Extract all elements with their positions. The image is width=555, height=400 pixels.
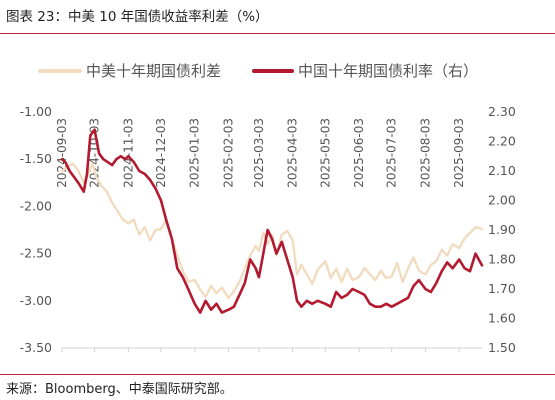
y-right-tick-label-0: 2.30 (488, 104, 516, 119)
y-right-tick-label-3: 2.00 (488, 193, 516, 208)
chart-axes: -1.00 -1.50 -2.00 -2.50 -3.00 -3.50 2.30 2.20 2.… (20, 104, 516, 355)
x-tick-label-9: 2025-06-03 (352, 118, 366, 188)
y-left-tick-label-5: -3.50 (20, 340, 52, 355)
x-tick-label-4: 2025-01-03 (188, 118, 202, 188)
y-left-tick-label-2: -2.00 (20, 198, 52, 213)
series-layer (60, 128, 484, 314)
y-right-tick-label-5: 1.80 (488, 252, 516, 267)
y-right-tick-label-1: 2.20 (488, 134, 516, 149)
title-divider (0, 33, 555, 34)
y-left-tick-label-0: -1.00 (20, 104, 52, 119)
x-tick-label-3: 2024-12-03 (154, 118, 168, 188)
footer-divider (0, 374, 555, 375)
y-right-tick-label-8: 1.50 (488, 340, 516, 355)
x-tick-label-7: 2025-04-03 (286, 118, 300, 188)
x-tick-label-0: 2024-09-03 (55, 118, 69, 188)
dual-axis-line-chart: 中美十年期国债利差 中国十年期国债利率（右） -1.00 -1.50 -2.00 -2… (20, 62, 516, 355)
x-tick-label-10: 2025-07-03 (385, 118, 399, 188)
y-left-tick-label-4: -3.00 (20, 293, 52, 308)
chart-legend: 中美十年期国债利差 中国十年期国债利率（右） (38, 62, 478, 80)
series-line-china-yield (60, 128, 484, 314)
y-right-tick-label-7: 1.60 (488, 311, 516, 326)
source-note: 来源：Bloomberg、中泰国际研究部。 (6, 382, 233, 397)
y-right-tick-label-6: 1.70 (488, 281, 516, 296)
legend-label-spread: 中美十年期国债利差 (86, 62, 221, 80)
y-right-tick-label-2: 2.10 (488, 163, 516, 178)
chart-title: 图表 23：中美 10 年国债收益率利差（%） (6, 9, 269, 25)
x-tick-label-5: 2025-02-03 (221, 118, 235, 188)
y-right-tick-label-4: 1.90 (488, 222, 516, 237)
x-tick-label-11: 2025-08-03 (418, 118, 432, 188)
x-tick-label-2: 2024-11-03 (121, 118, 135, 188)
series-line-spread (60, 162, 484, 300)
x-tick-label-12: 2025-09-03 (452, 118, 466, 188)
x-tick-label-6: 2025-03-03 (252, 118, 266, 188)
y-left-tick-label-3: -2.50 (20, 246, 52, 261)
legend-label-china-yield: 中国十年期国债利率（右） (298, 62, 478, 80)
y-left-tick-label-1: -1.50 (20, 151, 52, 166)
x-tick-label-8: 2025-05-03 (318, 118, 332, 188)
